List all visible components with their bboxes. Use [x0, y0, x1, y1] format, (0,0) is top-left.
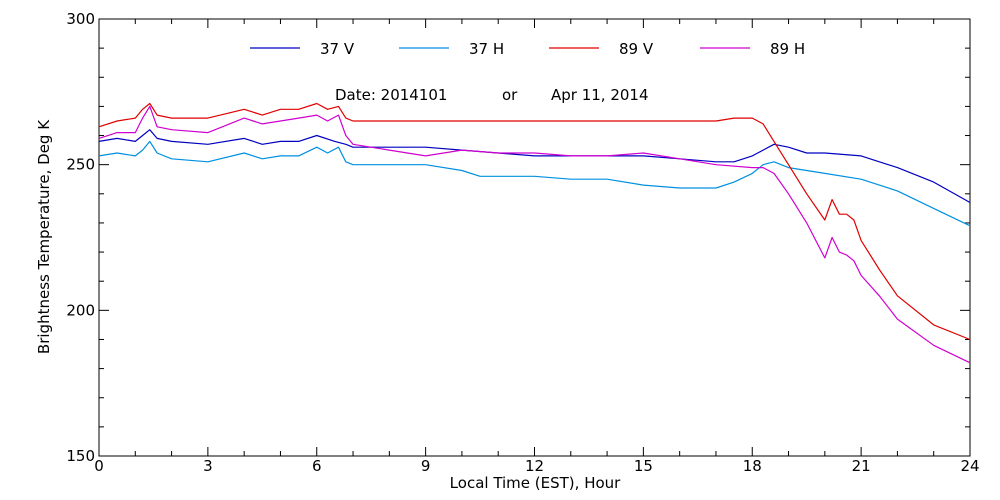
- series-line-37-v: [98, 129, 971, 204]
- x-tick-label: 21: [852, 457, 871, 475]
- x-tick-label: 24: [960, 457, 979, 475]
- legend-label-37-v: 37 V: [320, 40, 355, 58]
- series-line-89-v: [98, 102, 971, 341]
- x-tick-label: 0: [94, 457, 104, 475]
- y-tick-label: 150: [66, 447, 95, 465]
- legend: 37 V 37 H 89 V 89 H: [250, 40, 805, 58]
- plot-frame: [98, 18, 971, 457]
- series-line-89-h: [98, 105, 971, 364]
- or-label: or: [502, 86, 518, 104]
- tick-labels: 0 3 6 9 12 15 18 21 24 150 200 250 300: [66, 10, 979, 475]
- x-tick-label: 12: [525, 457, 544, 475]
- legend-label-89-v: 89 V: [619, 40, 654, 58]
- series-lines: [98, 102, 971, 364]
- x-tick-label: 3: [203, 457, 213, 475]
- series-line-37-h: [98, 140, 971, 227]
- legend-label-37-h: 37 H: [469, 40, 504, 58]
- legend-label-89-h: 89 H: [770, 40, 805, 58]
- x-axis-label: Local Time (EST), Hour: [450, 474, 621, 492]
- date-label: Date: 2014101: [335, 86, 447, 104]
- x-tick-label: 18: [743, 457, 762, 475]
- x-tick-label: 9: [421, 457, 431, 475]
- x-tick-label: 6: [312, 457, 322, 475]
- y-tick-label: 250: [66, 156, 95, 174]
- x-tick-label: 15: [634, 457, 653, 475]
- y-tick-label: 300: [66, 10, 95, 28]
- date-text: Apr 11, 2014: [551, 86, 649, 104]
- y-tick-label: 200: [66, 301, 95, 319]
- tick-marks: [98, 18, 971, 457]
- y-axis-label: Brightness Temperature, Deg K: [35, 119, 53, 354]
